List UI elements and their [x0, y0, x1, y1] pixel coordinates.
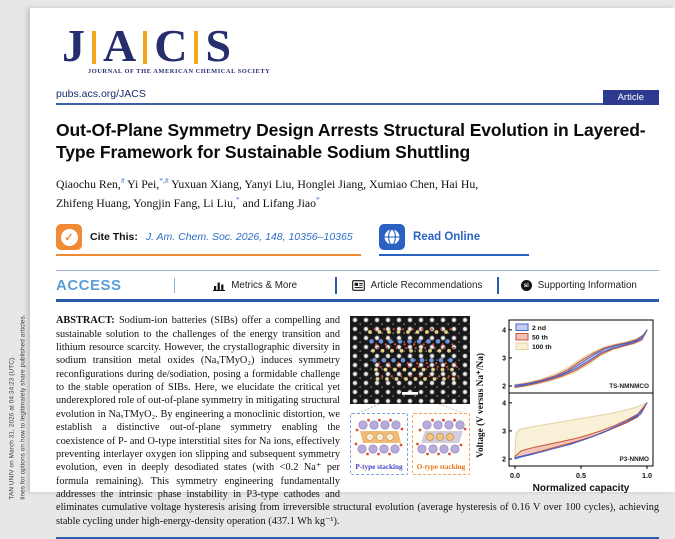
svg-text:4: 4	[502, 328, 506, 335]
download-note: TAN UNIV on March 31, 2026 at 04:34:23 (…	[7, 262, 28, 500]
svg-text:TS-NMNMCO: TS-NMNMCO	[609, 383, 649, 390]
metrics-label: Metrics & More	[231, 280, 298, 292]
p-type-stacking-box: P-type stacking	[350, 413, 408, 476]
journal-url-link[interactable]: pubs.acs.org/JACS	[56, 87, 146, 100]
cite-this-label: Cite This:	[90, 231, 138, 244]
cite-this-button[interactable]: Cite This: J. Am. Chem. Soc. 2026, 148, …	[56, 224, 361, 257]
svg-text:50 th: 50 th	[532, 334, 548, 341]
jacs-logo-letters: J A C S	[62, 20, 659, 71]
svg-text:0.5: 0.5	[576, 471, 586, 480]
p-type-label: P-type stacking	[355, 462, 403, 471]
checkmark-icon	[56, 224, 82, 251]
svg-text:100 th: 100 th	[532, 344, 552, 351]
svg-text:3: 3	[502, 356, 506, 363]
connector-lines	[349, 403, 471, 414]
article-type-badge: Article	[602, 89, 659, 105]
logo-letter-j: J	[62, 20, 85, 71]
metrics-and-more-link[interactable]: Metrics & More	[175, 280, 335, 292]
logo-gold-bar	[194, 30, 199, 64]
logo-gold-bar	[92, 30, 96, 64]
svg-text:1.0: 1.0	[642, 471, 652, 480]
structure-figure: P-type stacking	[349, 316, 471, 494]
svg-text:3: 3	[502, 429, 506, 436]
svg-text:P3-NNMO: P3-NNMO	[620, 456, 649, 463]
journal-subtitle: JOURNAL OF THE AMERICAN CHEMICAL SOCIETY	[88, 67, 271, 75]
page-background: TAN UNIV on March 31, 2026 at 04:34:23 (…	[0, 0, 675, 492]
o-type-stacking-box: O-type stacking	[412, 413, 470, 476]
page-title: Out-Of-Plane Symmetry Design Arrests Str…	[56, 119, 646, 162]
divider	[335, 277, 337, 295]
access-bar: ACCESS Metrics & More	[56, 270, 659, 303]
logo-letter-a: A	[103, 20, 137, 71]
voltage-capacity-chart: 2 3 4 TS-NMNMCO 2 3 4 P3-NNMO 0.0 0.5 1.0 2 nd 50 th…	[502, 319, 654, 494]
o-type-schematic	[416, 418, 467, 456]
divider	[174, 278, 175, 294]
voltage-chart-figure: Voltage (V versus Na⁺/Na) 2 3 4 TS-NMNMCO 2 3…	[475, 316, 659, 494]
supporting-label: Supporting Information	[537, 280, 637, 292]
svg-text:2: 2	[502, 384, 506, 391]
download-note-line1: TAN UNIV on March 31, 2026 at 04:34:23 (…	[8, 355, 16, 500]
abstract-column-text: Sodium-ion batteries (SIBs) offer a comp…	[56, 315, 340, 487]
access-link[interactable]: ACCESS	[56, 277, 122, 295]
author-list: Qiaochu Ren,# Yi Pei,*,# Yuxuan Xiang, Y…	[56, 175, 479, 210]
svg-text:2 nd: 2 nd	[532, 325, 546, 332]
supporting-information-link[interactable]: si Supporting Information	[499, 280, 659, 292]
supporting-info-icon: si	[520, 280, 532, 292]
citation-text: J. Am. Chem. Soc. 2026, 148, 10356–10365	[145, 231, 353, 244]
read-online-label: Read Online	[413, 231, 481, 244]
bar-chart-icon	[213, 282, 226, 292]
cite-bar: Cite This: J. Am. Chem. Soc. 2026, 148, …	[56, 224, 659, 257]
divider	[497, 277, 499, 295]
p-type-schematic	[354, 418, 404, 456]
svg-text:2: 2	[502, 457, 506, 464]
svg-text:0.0: 0.0	[510, 471, 520, 480]
article-recommendations-link[interactable]: Article Recommendations	[337, 280, 497, 291]
stacking-boxes: P-type stacking	[349, 413, 471, 476]
o-type-label: O-type stacking	[416, 462, 466, 471]
jacs-logo: J A C S JOURNAL OF THE AMERICAN CHEMICAL…	[62, 20, 659, 75]
abstract-label: ABSTRACT:	[56, 315, 115, 327]
svg-text:4: 4	[502, 401, 506, 408]
logo-letter-s: S	[205, 20, 232, 71]
abstract-section: P-type stacking	[56, 314, 659, 528]
recommendations-icon	[351, 280, 365, 292]
tem-image	[350, 316, 470, 405]
globe-icon	[379, 224, 405, 251]
article-page: J A C S JOURNAL OF THE AMERICAN CHEMICAL…	[30, 8, 675, 539]
logo-gold-bar	[143, 30, 148, 64]
header-rule-row: pubs.acs.org/JACS Article	[56, 85, 659, 105]
recommendations-label: Article Recommendations	[370, 280, 483, 292]
download-note-line2: lines for options on how to legitimately…	[19, 314, 26, 500]
atomic-overlay	[368, 328, 460, 395]
svg-text:Normalized capacity: Normalized capacity	[533, 483, 630, 494]
chart-y-axis-label: Voltage (V versus Na⁺/Na)	[476, 352, 487, 458]
read-online-button[interactable]: Read Online	[379, 224, 529, 257]
logo-letter-c: C	[154, 20, 188, 71]
graphical-abstract: P-type stacking	[349, 316, 659, 494]
